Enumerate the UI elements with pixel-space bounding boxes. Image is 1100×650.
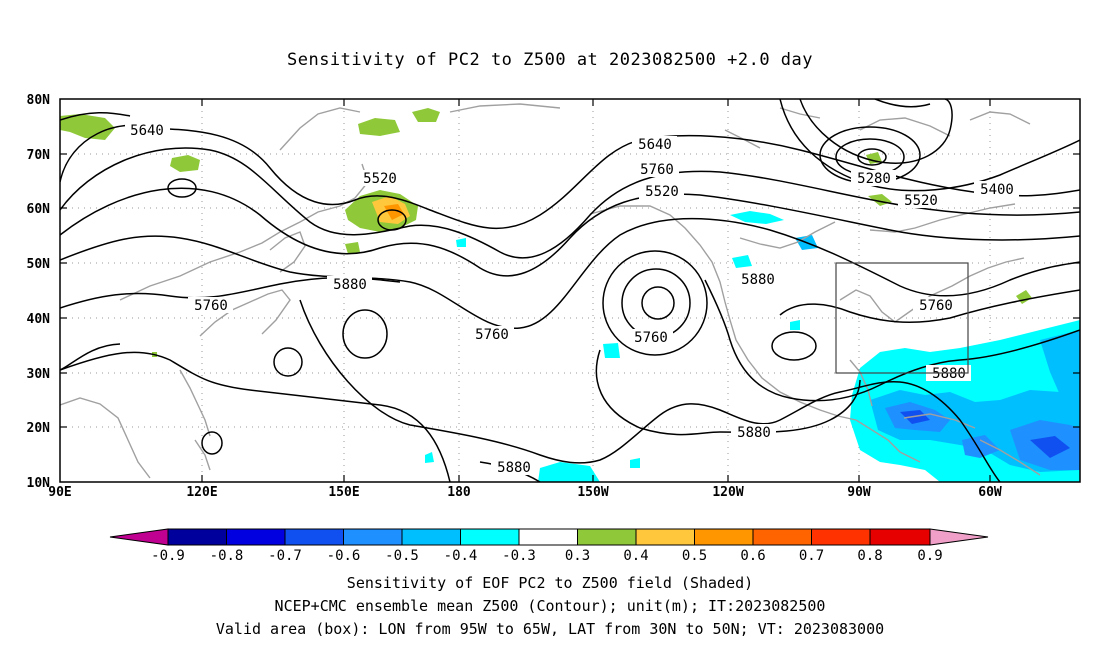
contour-label: 5520 — [357, 170, 402, 187]
colorbar-cell — [869, 528, 931, 546]
svg-text:5640: 5640 — [130, 123, 164, 139]
colorbar-cell — [401, 528, 461, 546]
colorbar-cell — [694, 528, 754, 546]
colorbar-cell — [811, 528, 871, 546]
colorbar-cell — [460, 528, 520, 546]
lat-label: 60N — [27, 202, 51, 217]
lon-label: 60W — [978, 485, 1002, 500]
colorbar-label: 0.7 — [799, 548, 824, 564]
caption-contour: NCEP+CMC ensemble mean Z500 (Contour); u… — [274, 597, 826, 615]
lon-label: 150E — [328, 485, 359, 500]
lat-label: 40N — [27, 312, 51, 327]
svg-text:5760: 5760 — [640, 162, 674, 178]
contour-label: 5760 — [913, 297, 958, 314]
svg-text:5880: 5880 — [333, 277, 367, 293]
svg-text:5520: 5520 — [363, 171, 397, 187]
map-frame — [59, 98, 1081, 483]
lat-label: 70N — [27, 148, 51, 163]
svg-text:5760: 5760 — [634, 330, 668, 346]
colorbar-low-end — [109, 528, 169, 546]
svg-text:5640: 5640 — [638, 137, 672, 153]
contour-label: 5880 — [731, 424, 776, 441]
positive-sensitivity-shading — [60, 108, 1032, 357]
lat-label: 10N — [27, 476, 51, 491]
caption-valid-area: Valid area (box): LON from 95W to 65W, L… — [215, 620, 885, 638]
lon-label: 120E — [186, 485, 217, 500]
lon-label: 90E — [48, 485, 71, 500]
colorbar-cell — [577, 528, 637, 546]
contour-label: 5640 — [125, 122, 170, 139]
svg-text:5520: 5520 — [645, 184, 679, 200]
colorbar-label: 0.4 — [623, 548, 648, 564]
lon-label: 180 — [447, 485, 471, 500]
contour-label: 5880 — [327, 276, 372, 293]
colorbar-label: -0.6 — [327, 548, 361, 564]
valid-area-box — [835, 262, 969, 374]
svg-text:5400: 5400 — [980, 182, 1014, 198]
colorbar-label: -0.3 — [502, 548, 536, 564]
colorbar-cell — [343, 528, 403, 546]
contour-label: 5760 — [469, 326, 514, 343]
negative-sensitivity-shading — [425, 211, 1080, 482]
lon-label: 120W — [712, 485, 743, 500]
tick-marks — [60, 99, 1080, 482]
svg-text:5760: 5760 — [194, 298, 228, 314]
svg-text:5280: 5280 — [857, 171, 891, 187]
colorbar-cell — [518, 528, 578, 546]
caption-shaded: Sensitivity of EOF PC2 to Z500 field (Sh… — [346, 574, 754, 592]
colorbar-cell — [752, 528, 812, 546]
contour-label: 5280 — [851, 170, 896, 187]
svg-text:5880: 5880 — [737, 425, 771, 441]
contour-label: 5760 — [628, 329, 673, 346]
svg-text:5520: 5520 — [904, 193, 938, 209]
colorbar-cell — [284, 528, 344, 546]
colorbar-label: 0.5 — [682, 548, 707, 564]
contour-label: 5520 — [639, 183, 684, 200]
lon-axis-labels: 90E 120E 150E 180 150W 120W 90W 60W — [48, 485, 1002, 500]
contour-label: 5400 — [974, 181, 1019, 198]
contour-label: 5760 — [634, 161, 679, 178]
svg-text:5760: 5760 — [475, 327, 509, 343]
svg-text:5880: 5880 — [497, 460, 531, 476]
colorbar-label: 0.9 — [917, 548, 942, 564]
contour-label: 5760 — [188, 297, 233, 314]
colorbar-label: 0.3 — [565, 548, 590, 564]
colorbar-cell — [167, 528, 227, 546]
colorbar-label: -0.5 — [385, 548, 419, 564]
colorbar-label: -0.9 — [151, 548, 185, 564]
contour-label: 5640 — [632, 136, 677, 153]
z500-contours — [60, 99, 1080, 482]
contour-label-group: 5640 5520 5640 5760 5520 5280 5520 5400 — [125, 122, 1019, 476]
colorbar — [109, 528, 989, 546]
colorbar-labels: -0.9 -0.8 -0.7 -0.6 -0.5 -0.4 -0.3 0.3 0… — [151, 548, 943, 564]
colorbar-high-end — [929, 528, 989, 546]
colorbar-label: -0.8 — [210, 548, 244, 564]
contour-label: 5880 — [735, 271, 780, 288]
lon-label: 90W — [847, 485, 871, 500]
lat-axis-labels: 80N 70N 60N 50N 40N 30N 20N 10N — [27, 93, 51, 491]
contour-label: 5520 — [898, 192, 943, 209]
lon-label: 150W — [577, 485, 608, 500]
svg-text:5880: 5880 — [932, 366, 966, 382]
lat-label: 50N — [27, 257, 51, 272]
svg-text:5760: 5760 — [919, 298, 953, 314]
lat-label: 20N — [27, 421, 51, 436]
colorbar-label: -0.7 — [268, 548, 302, 564]
colorbar-label: 0.8 — [857, 548, 882, 564]
lat-label: 80N — [27, 93, 51, 108]
contour-label: 5880 — [491, 459, 536, 476]
chart-title: Sensitivity of PC2 to Z500 at 2023082500… — [286, 50, 813, 70]
colorbar-label: -0.4 — [444, 548, 478, 564]
colorbar-cell — [226, 528, 286, 546]
svg-text:5880: 5880 — [741, 272, 775, 288]
gridlines — [60, 99, 1080, 482]
colorbar-cell — [635, 528, 695, 546]
lat-label: 30N — [27, 367, 51, 382]
colorbar-label: 0.6 — [740, 548, 765, 564]
